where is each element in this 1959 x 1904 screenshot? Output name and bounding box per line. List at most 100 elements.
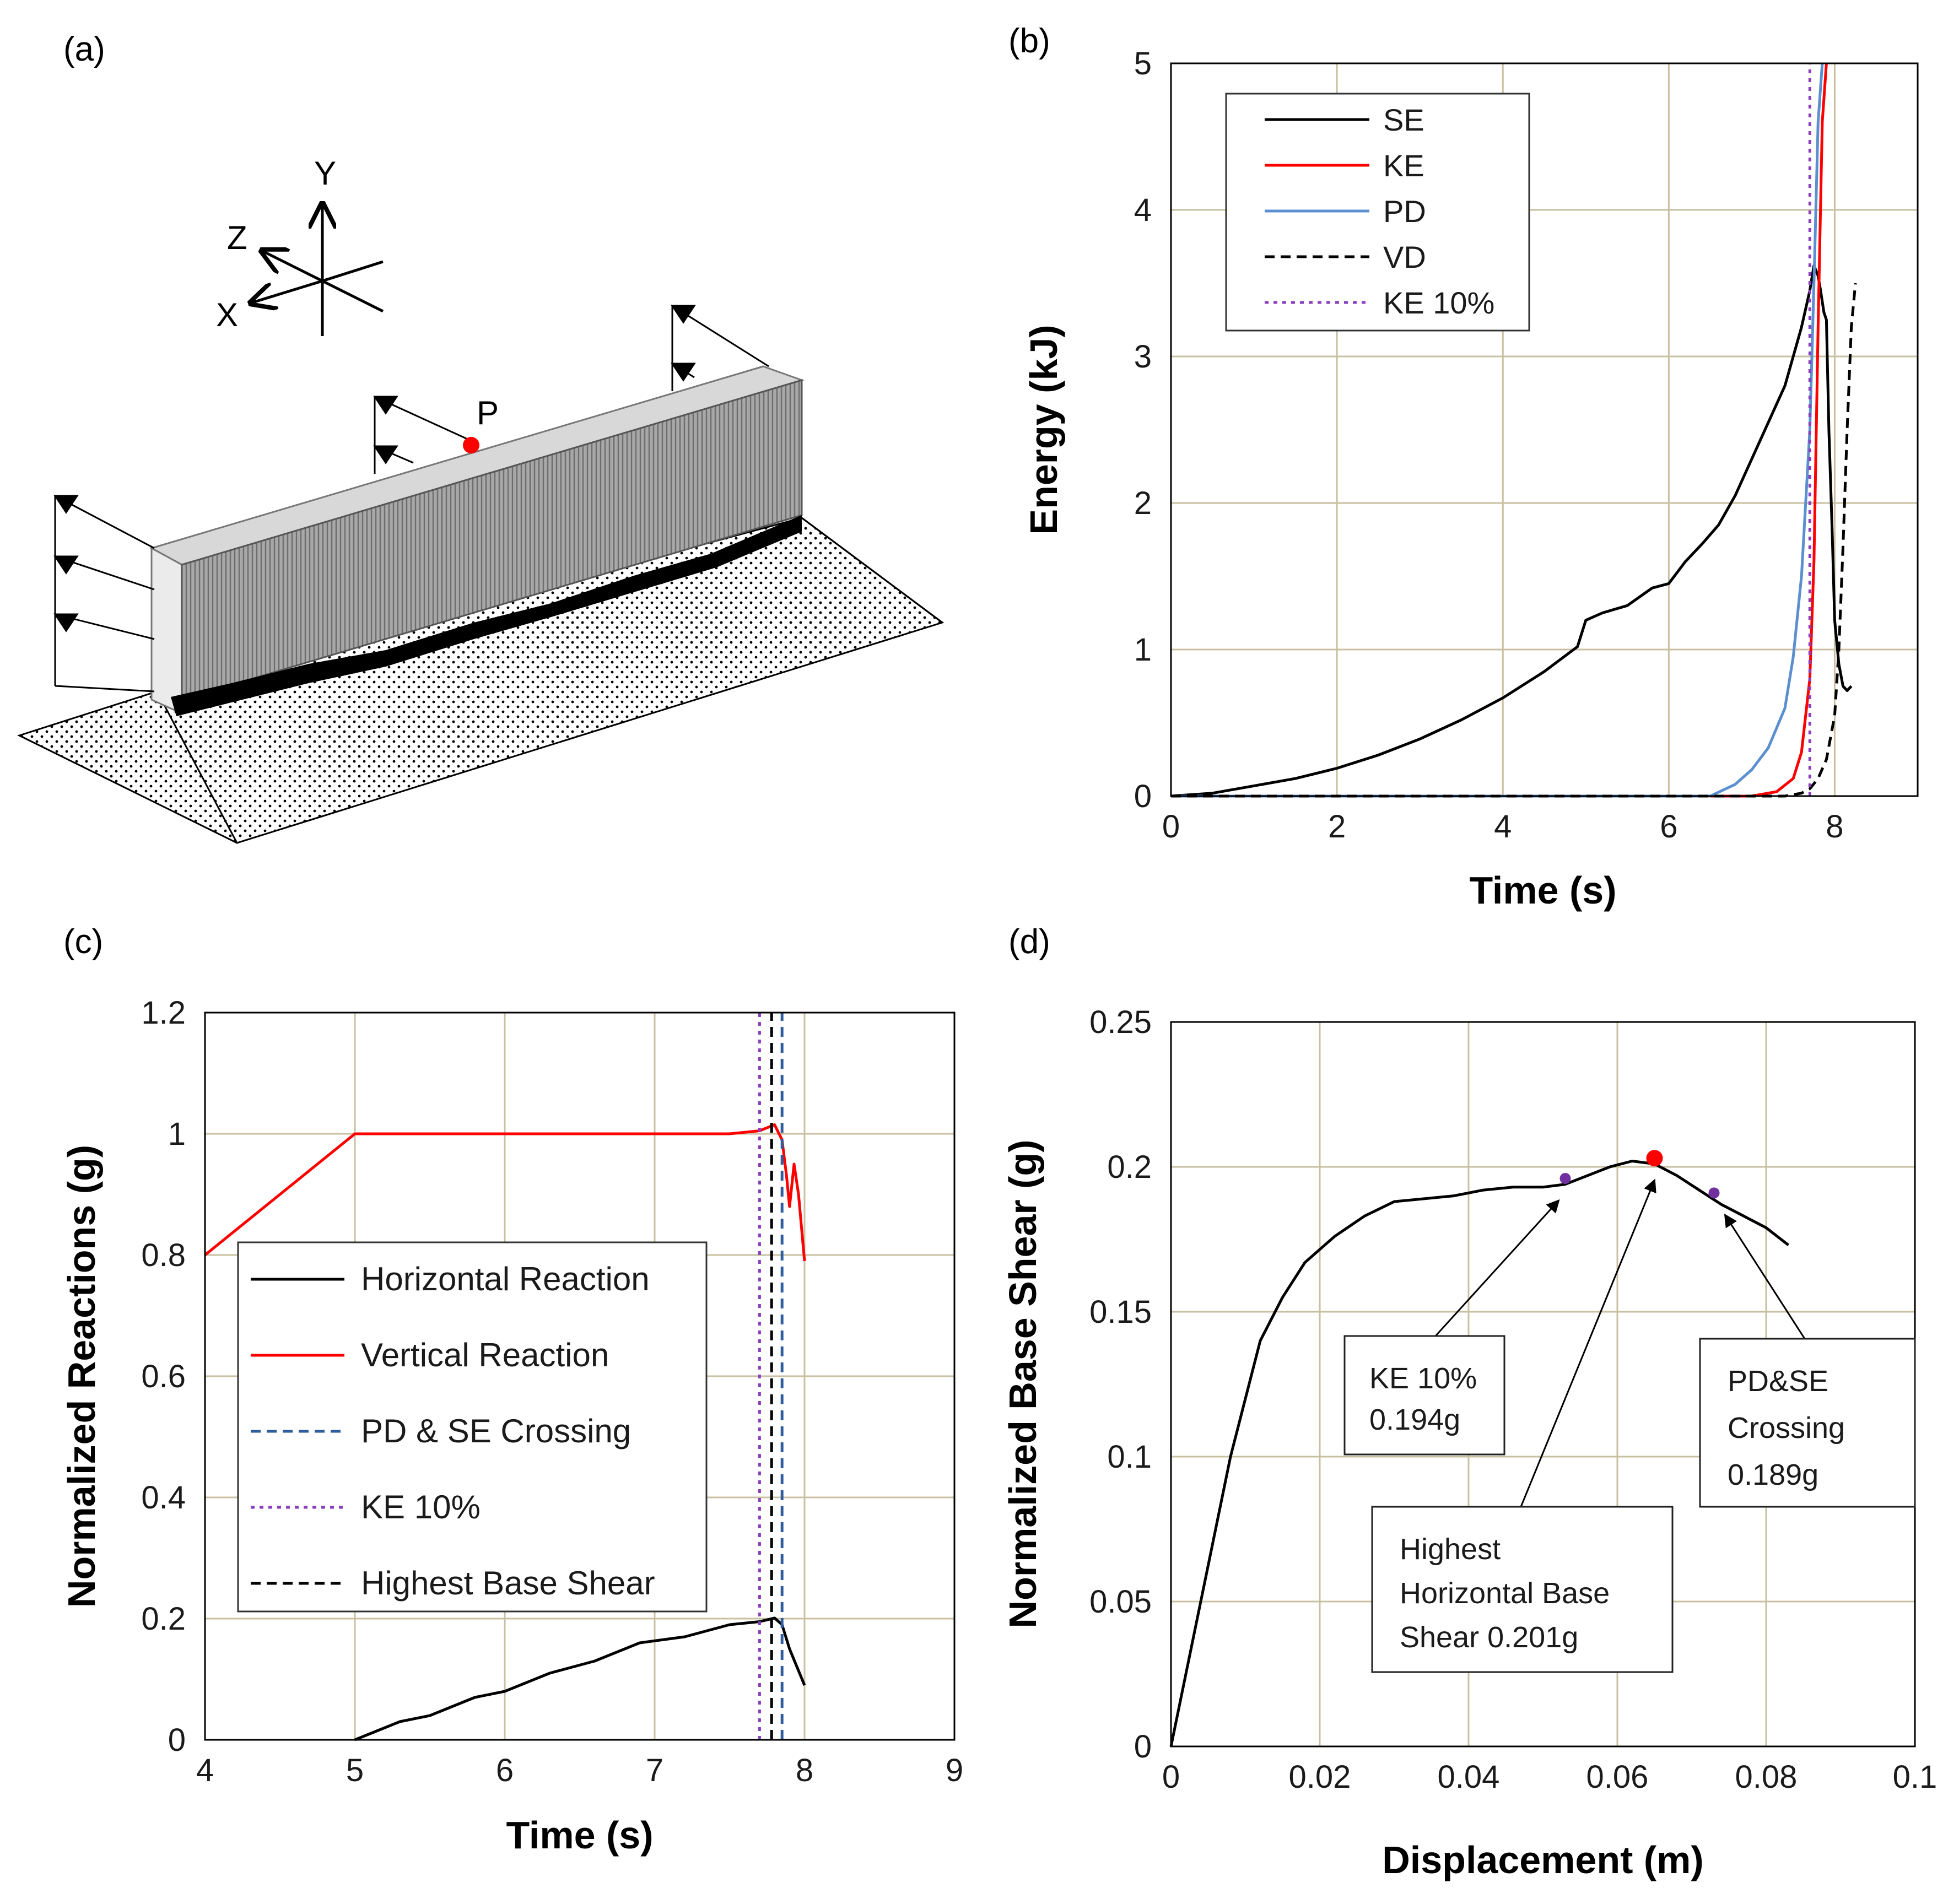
chart-d-annotation-text: Crossing	[1728, 1411, 1845, 1445]
chart-d-marker-0	[1559, 1173, 1571, 1184]
chart-b-series	[1170, 63, 1857, 798]
point-p-label: P	[477, 394, 499, 431]
chart-d-annotation-box	[1699, 1338, 1916, 1508]
chart-d-xtick-label: 0.06	[1586, 1759, 1649, 1795]
chart-d-marker-1	[1646, 1150, 1663, 1167]
ground-edge-right	[801, 517, 943, 624]
chart-d-xtick-label: 0.04	[1438, 1759, 1500, 1795]
chart-d-ytick-label: 0.05	[1089, 1584, 1152, 1620]
chart-d-ytick-label: 0.25	[1089, 1004, 1152, 1040]
chart-c-ytick-label: 0.6	[141, 1359, 186, 1394]
chart-c-xtick-label: 5	[346, 1752, 364, 1788]
chart-d-ytick-label: 0.2	[1107, 1149, 1152, 1185]
load-arrowhead-7	[671, 363, 696, 382]
chart-b-legend: SE KE PD VD KE 10%	[1225, 93, 1530, 332]
load-arrowhead-3	[53, 613, 79, 632]
chart-d-annotation-text: Highest	[1400, 1533, 1501, 1566]
panel-c: (c) 4 5 6 7 8 9 0 0.2 0.4 0.6 0.8 1 1.2 Time (s) Nor…	[60, 923, 963, 1857]
z-axis-arrow	[262, 251, 323, 283]
chart-d-series-line-0	[1169, 1160, 1790, 1747]
chart-d-annotation-text: Horizontal Base	[1400, 1577, 1610, 1610]
chart-b-xtick-label: 4	[1494, 809, 1512, 845]
chart-b-xtick-label: 2	[1328, 809, 1346, 845]
chart-c-ytick-label: 0.8	[141, 1237, 186, 1273]
chart-b-series-line-0	[1170, 264, 1853, 798]
chart-c-legend-label: Horizontal Reaction	[361, 1261, 650, 1297]
chart-d-marker-2	[1708, 1187, 1720, 1199]
chart-d-annotation-box	[1343, 1335, 1505, 1456]
chart-d-annotation-arrow	[1434, 1199, 1560, 1337]
chart-b-legend-label: KE 10%	[1383, 285, 1494, 320]
panel-c-letter: (c)	[63, 923, 103, 961]
point-p-marker	[463, 437, 479, 453]
chart-c-xtick-label: 9	[946, 1752, 963, 1788]
chart-b-series-line-3	[1171, 283, 1857, 798]
chart-b-ytick-label: 3	[1134, 339, 1152, 375]
chart-b-xtick-label: 8	[1826, 809, 1843, 845]
chart-c-legend-label: PD & SE Crossing	[361, 1413, 631, 1449]
chart-d-ylabel: Normalized Base Shear (g)	[1001, 1140, 1044, 1629]
panel-a-letter: (a)	[63, 30, 105, 68]
chart-b-legend-label: KE	[1383, 148, 1424, 183]
chart-c-legend-box	[237, 1241, 708, 1613]
panel-b-letter: (b)	[1008, 22, 1050, 60]
chart-d-series	[1169, 1150, 1790, 1747]
chart-c-ytick-label: 0.2	[141, 1601, 186, 1637]
chart-c-xtick-label: 7	[646, 1752, 663, 1788]
axis-z-label: Z	[227, 219, 247, 256]
chart-d-annotation-arrow	[1724, 1213, 1806, 1339]
chart-d-ytick-label: 0.1	[1107, 1439, 1152, 1475]
chart-b-series-line-1	[1171, 63, 1828, 798]
chart-d-xtick-label: 0.08	[1735, 1759, 1798, 1795]
chart-c-legend-label: Highest Base Shear	[361, 1565, 655, 1602]
panel-d-letter: (d)	[1008, 923, 1050, 961]
chart-d-xlabel: Displacement (m)	[1382, 1838, 1703, 1881]
x-axis-arrow	[251, 279, 323, 303]
panel-d: (d) 0 0.02 0.04 0.06 0.08 0.100.050.10.150.20…	[1001, 923, 1937, 1881]
chart-c-xlabel: Time (s)	[506, 1814, 653, 1857]
axis-x-label: X	[216, 296, 238, 333]
chart-b-ytick-label: 4	[1134, 192, 1152, 228]
chart-c-ylabel: Normalized Reactions (g)	[60, 1145, 103, 1608]
chart-d-xtick-label: 0.02	[1289, 1759, 1351, 1795]
load-arrowhead-2	[53, 555, 79, 575]
left-load-envelope-4	[55, 685, 155, 693]
chart-b-series-line-2	[1171, 63, 1824, 798]
wall-end	[150, 547, 183, 715]
load-arrowhead-1	[53, 495, 79, 514]
chart-b-xlabel: Time (s)	[1469, 869, 1616, 912]
chart-b-ytick-label: 0	[1134, 778, 1152, 814]
chart-b-legend-label: VD	[1383, 240, 1426, 274]
panel-b: (b) 0 2 4 6 8 0 1 2 3 4 5 Time (s) Energy (kJ) SE K…	[1008, 22, 1919, 912]
chart-b-ylabel: Energy (kJ)	[1022, 324, 1065, 534]
chart-c-legend: Horizontal Reaction Vertical Reaction PD &…	[237, 1241, 708, 1613]
chart-d-annotation-text: Shear 0.201g	[1400, 1621, 1578, 1654]
chart-c-series-line-0	[354, 1616, 806, 1741]
chart-d-annotations: KE 10% 0.194g Highest Horizontal Base Shear …	[1343, 1178, 1916, 1673]
chart-c-xtick-label: 6	[496, 1752, 514, 1788]
chart-d-annotation-text: 0.189g	[1728, 1458, 1818, 1491]
chart-d-annotation-box	[1371, 1506, 1674, 1673]
chart-c-xtick-label: 8	[796, 1752, 813, 1788]
chart-b-ytick-label: 2	[1134, 485, 1152, 521]
chart-b-ytick-label: 5	[1134, 46, 1152, 82]
chart-c-legend-label: KE 10%	[361, 1489, 481, 1526]
chart-b-xtick-label: 0	[1162, 809, 1180, 845]
chart-b-legend-label: PD	[1383, 194, 1426, 229]
chart-b-xtick-label: 6	[1660, 809, 1677, 845]
chart-d-annotation-text: KE 10%	[1369, 1362, 1477, 1395]
chart-b-ytick-label: 1	[1134, 632, 1152, 668]
chart-c-series	[204, 1013, 806, 1741]
load-arrowhead-5	[373, 445, 398, 464]
load-arrowhead-4	[373, 396, 398, 415]
chart-d-xtick-label: 0	[1162, 1759, 1180, 1795]
chart-c-series-line-1	[204, 1123, 806, 1262]
axis-y-label: Y	[314, 155, 336, 192]
chart-c-ytick-label: 0	[168, 1722, 186, 1758]
chart-b-frame	[1170, 62, 1919, 797]
chart-c-ytick-label: 1.2	[141, 995, 186, 1031]
ground-edge-left	[156, 691, 238, 843]
axis-line-1	[322, 260, 384, 283]
axis-line-2	[321, 279, 384, 313]
chart-d-xtick-label: 0.1	[1893, 1759, 1938, 1795]
